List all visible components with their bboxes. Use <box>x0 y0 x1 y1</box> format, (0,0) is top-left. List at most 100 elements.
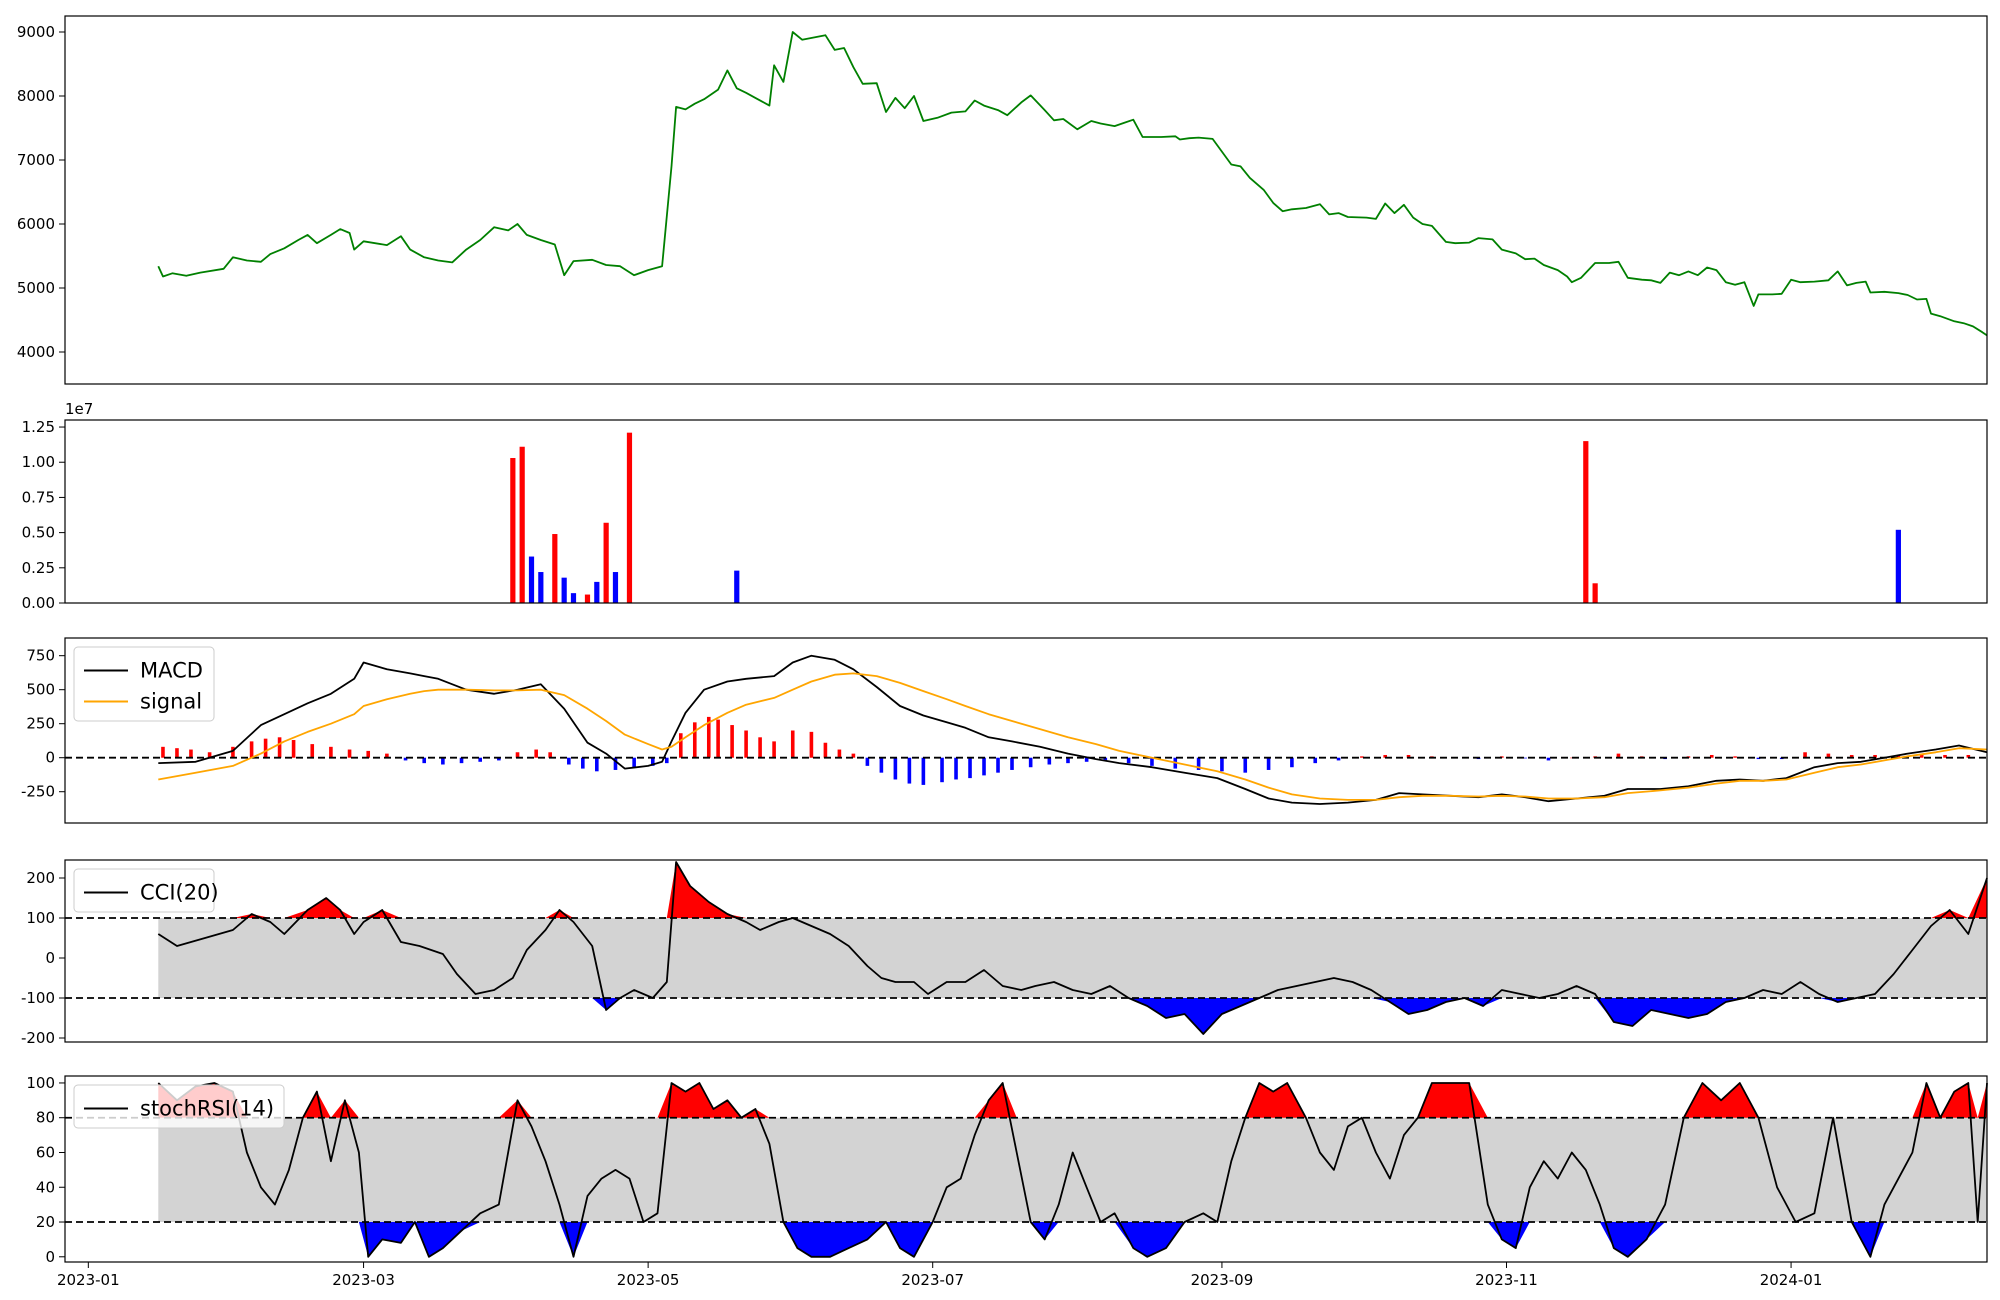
macd-histogram-bar <box>940 757 944 783</box>
cci-oversold-area <box>158 998 1987 1034</box>
macd-histogram-bar <box>515 752 520 758</box>
macd-histogram-bar <box>678 733 683 758</box>
macd-histogram-bar <box>441 757 445 765</box>
macd-histogram-bar <box>385 753 389 758</box>
macd-histogram-bar <box>329 746 333 758</box>
macd-ytick-label: 250 <box>26 715 55 733</box>
volume-ytick-label: 0.75 <box>22 488 55 506</box>
x-tick-label: 2023-07 <box>901 1271 964 1289</box>
macd-histogram-bar <box>1066 757 1070 764</box>
stochrsi-legend-label: stochRSI(14) <box>140 1097 274 1121</box>
macd-histogram-bar <box>1709 754 1714 758</box>
macd-histogram-bar <box>1803 752 1807 758</box>
macd-histogram-bar <box>249 741 254 758</box>
stochrsi-ytick-label: 60 <box>36 1143 55 1161</box>
cci-frame <box>64 859 1988 1043</box>
macd-histogram-bar <box>263 738 268 758</box>
cci-legend-box <box>73 868 215 913</box>
macd-histogram-bar <box>772 741 776 758</box>
macd-histogram-bar <box>1616 753 1621 758</box>
macd-histogram-bar <box>1047 757 1052 765</box>
macd-histogram-bar <box>632 757 636 768</box>
cci-panel: -200 -100 0 100 200 CCI(20) <box>21 859 1988 1047</box>
cci-ytick-label: 100 <box>26 909 55 927</box>
macd-histogram-bar <box>548 752 552 758</box>
volume-bar <box>1895 529 1901 603</box>
macd-histogram-bar <box>1103 757 1108 761</box>
macd-histogram-bar <box>161 746 165 758</box>
macd-panel: -250 0 250 500 750 MACD signal <box>21 637 1988 824</box>
macd-legend-label: MACD <box>140 659 203 683</box>
macd-histogram-bar <box>1546 757 1551 761</box>
cci-ytick-label: -100 <box>21 989 55 1007</box>
macd-ytick-label: 750 <box>26 647 55 665</box>
macd-histogram-bar <box>982 757 986 776</box>
volume-ytick-label: 0.50 <box>22 524 55 542</box>
stochrsi-frame <box>64 1075 1988 1263</box>
macd-histogram-bar <box>581 757 585 769</box>
macd-histogram-bar <box>1733 756 1737 758</box>
cci-ytick-label: -200 <box>21 1029 55 1047</box>
x-tick-label: 2023-01 <box>57 1271 120 1289</box>
macd-histogram-bar <box>954 757 958 780</box>
x-tick-label: 2024-01 <box>1760 1271 1823 1289</box>
volume-bar <box>1592 583 1598 603</box>
volume-bar <box>519 446 525 603</box>
macd-histogram-bar <box>1849 754 1854 758</box>
macd-histogram-bar <box>1523 757 1527 759</box>
macd-histogram-bar <box>996 757 1000 773</box>
x-axis: 2023-01 2023-03 2023-05 2023-07 2023-09 2023-… <box>57 1262 1822 1289</box>
macd-histogram-bar <box>403 757 408 761</box>
macd-histogram-bar <box>907 757 912 784</box>
x-tick-label: 2023-03 <box>332 1271 395 1289</box>
cci-line <box>157 861 1988 1035</box>
volume-offset-label: 1e7 <box>65 400 93 418</box>
macd-histogram-bar <box>1010 757 1014 770</box>
macd-histogram-bar <box>1406 754 1411 758</box>
macd-histogram-bar <box>310 744 315 758</box>
cci-legend-label: CCI(20) <box>140 881 219 905</box>
volume-panel: 0.00 0.25 0.50 0.75 1.00 1.25 1e7 <box>22 400 1988 612</box>
stochrsi-neutral-band <box>158 1117 1987 1223</box>
x-tick-label: 2023-09 <box>1191 1271 1254 1289</box>
macd-histogram-bar <box>1084 757 1089 762</box>
macd-histogram-bar <box>1150 757 1154 766</box>
macd-histogram-bar <box>1220 757 1224 772</box>
volume-ytick-label: 0.00 <box>22 594 55 612</box>
stochrsi-ytick-label: 100 <box>26 1074 55 1092</box>
macd-histogram-bar <box>207 752 212 758</box>
stochrsi-ytick-label: 80 <box>36 1109 55 1127</box>
x-tick-label: 2023-11 <box>1475 1271 1538 1289</box>
macd-histogram-bar <box>1313 757 1318 764</box>
macd-histogram-bar <box>1126 757 1131 764</box>
macd-histogram-bar <box>716 719 720 758</box>
macd-histogram-bar <box>730 725 734 758</box>
price-frame <box>64 15 1988 385</box>
stochrsi-overbought-area <box>158 1083 1987 1118</box>
macd-histogram-bar <box>497 757 501 761</box>
macd-line-macd <box>158 654 1988 805</box>
macd-histogram-bar <box>231 746 235 758</box>
cci-ytick-label: 0 <box>45 949 55 967</box>
stochrsi-legend-box <box>73 1084 285 1129</box>
macd-histogram-bar <box>1896 754 1901 758</box>
stochrsi-ytick-label: 20 <box>36 1213 55 1231</box>
macd-histogram-bar <box>1826 753 1831 758</box>
volume-ytick-label: 0.25 <box>22 559 55 577</box>
cci-overbought-area <box>158 862 1987 918</box>
macd-histogram-bar <box>706 716 711 758</box>
cci-neutral-band <box>158 918 1987 998</box>
macd-histogram-bar <box>921 757 926 785</box>
macd-histogram-bar <box>534 749 538 758</box>
macd-histogram-bar <box>1383 754 1388 758</box>
price-ytick-label: 7000 <box>17 151 55 169</box>
macd-histogram-bar <box>968 757 972 779</box>
macd-histogram-bar <box>851 753 856 758</box>
macd-histogram-bar <box>865 757 870 766</box>
macd-histogram-bar <box>1028 757 1033 768</box>
price-ytick-label: 6000 <box>17 215 55 233</box>
macd-histogram-bar <box>1336 757 1341 761</box>
macd-histogram-bar <box>1290 757 1294 768</box>
macd-histogram-bar <box>175 748 179 758</box>
